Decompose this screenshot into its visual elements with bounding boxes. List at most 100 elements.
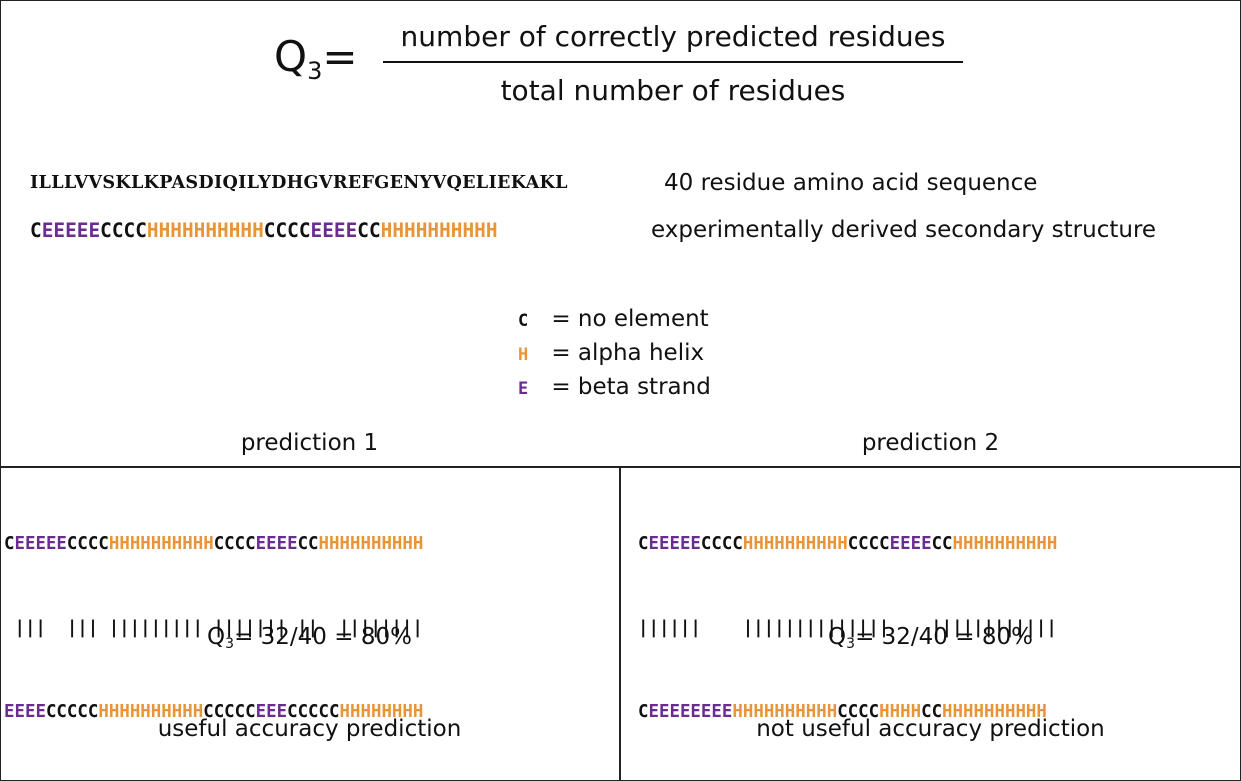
residue-h: H [774,702,785,722]
residue-e: E [35,702,46,722]
amino-acid-sequence: ILLLVVSKLKPASDIQILYDHGVREFGENYVQELIEKAKL [30,172,568,193]
residue-e: E [322,219,334,242]
residue-h: H [108,702,120,722]
residue-h: H [795,534,806,554]
residue-c: C [847,702,859,722]
residue-c: C [329,702,340,722]
match-row: ||| ||| ||||||||| ||||||| || |||||||| [4,618,423,638]
residue-c: C [123,219,136,242]
residue-h: H [170,219,182,242]
residue-c: C [100,219,112,242]
residue-h: H [182,534,193,554]
residue-h: H [742,534,754,554]
prediction-2-title: prediction 2 [861,430,1000,456]
residue-c: C [203,702,214,722]
formula-denominator: total number of residues [500,74,846,107]
legend-key: H [518,345,529,365]
prediction-1-title: prediction 1 [240,430,379,456]
residue-h: H [380,219,393,242]
residue-e: E [266,702,277,722]
panel-divider [619,466,621,781]
legend-key: E [518,379,529,399]
residue-h: H [192,702,204,722]
residue-h: H [228,219,241,242]
prediction-2-score: Q3= 32/40 = 80% [828,624,1033,652]
residue-c: C [931,702,943,722]
residue-e: E [889,534,901,554]
residue-c: C [224,702,235,722]
residue-e: E [35,534,46,554]
residue-h: H [963,702,974,722]
residue-h: H [171,534,183,554]
residue-h: H [795,702,806,722]
residue-c: C [245,702,256,722]
residue-c: C [275,219,288,242]
prediction-2-alignment: CEEEEECCCCHHHHHHHHHHCCCCEEEECCHHHHHHHHHH… [638,474,1057,754]
structure-label: experimentally derived secondary structu… [651,217,1157,243]
residue-h: H [370,702,382,722]
fraction-bar [383,61,963,63]
residue-h: H [816,534,827,554]
residue-h: H [119,534,130,554]
residue-c: C [98,534,109,554]
residue-h: H [485,219,498,242]
residue-e: E [669,534,680,554]
predicted-row: EEEECCCCCHHHHHHHHHHCCCCCEEECCCCCHHHHHHHH [4,698,423,726]
residue-c: C [56,702,67,722]
residue-e: E [88,219,101,242]
residue-e: E [345,219,358,242]
residue-h: H [181,219,194,242]
residue-e: E [24,534,36,554]
residue-h: H [439,219,451,242]
residue-h: H [826,702,838,722]
residue-c: C [77,702,88,722]
prediction-1-score: Q3= 32/40 = 80% [207,624,412,652]
residue-h: H [753,702,764,722]
residue-c: C [868,534,880,554]
residue-h: H [427,219,440,242]
predicted-row: CEEEEEEEEHHHHHHHHHHCCCCHHHHCCHHHHHHHHHH [638,698,1057,726]
residue-c: C [711,534,722,554]
residue-h: H [879,702,890,722]
residue-h: H [910,702,922,722]
residue-e: E [14,702,25,722]
residue-c: C [263,219,276,242]
residue-h: H [412,702,424,722]
residue-c: C [297,702,309,722]
residue-h: H [193,219,206,242]
residue-h: H [203,534,214,554]
legend-key: C [518,311,529,331]
residue-e: E [679,534,691,554]
residue-e: E [679,702,691,722]
residue-h: H [973,702,984,722]
residue-h: H [1004,534,1016,554]
residue-c: C [858,702,869,722]
residue-c: C [879,534,890,554]
residue-e: E [276,534,288,554]
residue-c: C [135,219,147,242]
residue-h: H [252,219,264,242]
residue-h: H [192,534,204,554]
residue-h: H [370,534,382,554]
residue-h: H [392,219,404,242]
residue-c: C [234,534,246,554]
residue-c: C [111,219,124,242]
residue-h: H [837,534,848,554]
residue-h: H [391,702,403,722]
residue-e: E [287,534,298,554]
residue-h: H [318,534,330,554]
legend-item-h: H = alpha helix [518,337,711,371]
residue-h: H [732,702,743,722]
residue-h: H [816,702,827,722]
prediction-1-alignment: CEEEEECCCCHHHHHHHHHHCCCCEEEECCHHHHHHHHHH… [4,474,423,754]
residue-h: H [462,219,475,242]
residue-c: C [297,534,309,554]
residue-c: C [732,534,743,554]
residue-c: C [921,702,932,722]
residue-h: H [763,534,775,554]
residue-h: H [774,534,785,554]
residue-h: H [742,702,754,722]
residue-c: C [87,702,99,722]
residue-c: C [308,534,319,554]
residue-e: E [24,702,36,722]
